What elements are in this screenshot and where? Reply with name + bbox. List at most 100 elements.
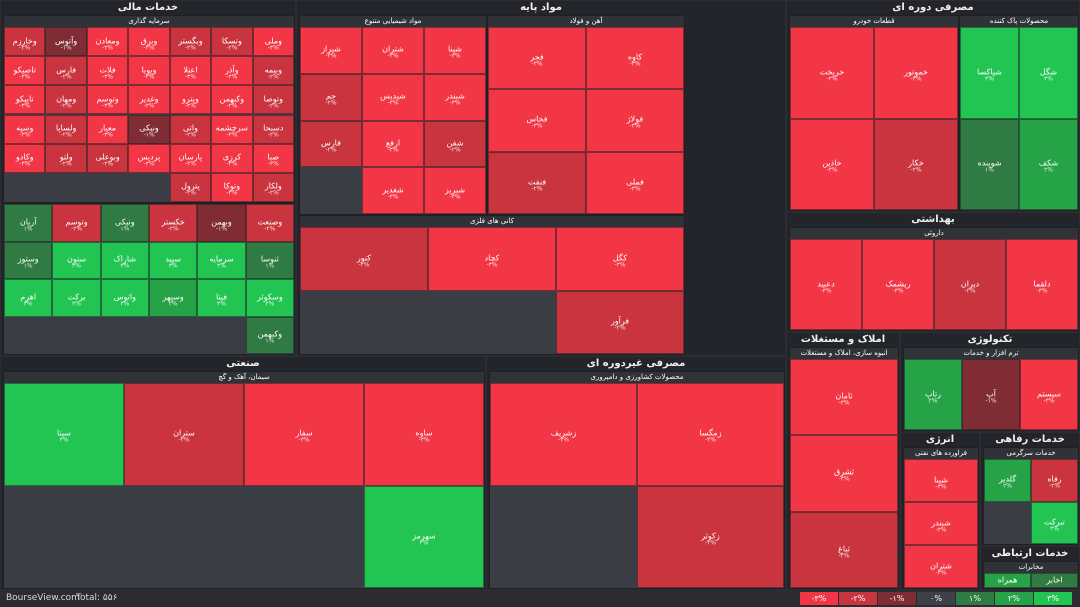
- stock-tile[interactable]: شوینده ۱%: [960, 118, 1019, 210]
- stock-tile[interactable]: وغدیر -۳%: [128, 85, 170, 115]
- stock-tile[interactable]: اهرم ۳%: [4, 279, 53, 317]
- stock-tile[interactable]: وتسکا -۲%: [211, 27, 253, 57]
- stock-tile[interactable]: شگل ۳%: [1019, 27, 1078, 119]
- stock-tile[interactable]: ستران -۲%: [124, 383, 244, 486]
- stock-tile[interactable]: وخارزم -۲%: [4, 27, 46, 57]
- stock-tile[interactable]: فولاژ -۳%: [586, 89, 684, 152]
- stock-tile[interactable]: تبرکت ۳%: [1031, 501, 1078, 544]
- stock-tile[interactable]: فارس -۲%: [45, 56, 87, 86]
- stock-tile[interactable]: ونیکی ۱%: [100, 204, 149, 242]
- stock-tile[interactable]: شتران -۳%: [362, 27, 424, 74]
- stock-tile[interactable]: ریشمک -۳%: [862, 239, 934, 330]
- stock-tile[interactable]: ثامان -۳%: [790, 359, 898, 436]
- stock-tile[interactable]: شبریز -۳%: [424, 167, 486, 214]
- stock-tile[interactable]: پارسان -۳%: [169, 143, 212, 173]
- stock-tile[interactable]: وملی -۳%: [252, 27, 294, 57]
- stock-tile[interactable]: وآتوس -۱%: [45, 27, 87, 57]
- stock-tile[interactable]: گلدیر ۲%: [984, 459, 1031, 502]
- stock-tile[interactable]: ونیکی -۱%: [128, 114, 170, 144]
- stock-tile[interactable]: سیستم -۳%: [1020, 359, 1078, 430]
- stock-tile[interactable]: خریخت -۳%: [790, 27, 874, 119]
- stock-tile[interactable]: ساوه -۳%: [364, 383, 484, 486]
- stock-tile[interactable]: وتوسم -۲%: [52, 204, 101, 242]
- stock-tile[interactable]: وکبهمن -۳%: [211, 85, 253, 115]
- stock-tile[interactable]: اخابر: [1031, 573, 1078, 588]
- stock-tile[interactable]: وپترو -۳%: [169, 85, 212, 115]
- stock-tile[interactable]: شکف ۲%: [1019, 118, 1078, 210]
- stock-tile[interactable]: دعبید -۳%: [790, 239, 862, 330]
- stock-tile[interactable]: شیراز -۳%: [300, 27, 362, 74]
- stock-tile[interactable]: ثشرق -۳%: [790, 435, 898, 512]
- stock-tile[interactable]: وبهمن -۱%: [197, 204, 246, 242]
- stock-tile[interactable]: رفاه -۲%: [1031, 459, 1078, 502]
- stock-tile[interactable]: شپدیس -۳%: [362, 73, 424, 121]
- stock-tile[interactable]: شاراک ۳%: [100, 241, 149, 279]
- stock-tile[interactable]: وبیمه -۲%: [252, 56, 294, 86]
- stock-tile[interactable]: ستون ۳%: [52, 241, 101, 279]
- stock-tile[interactable]: واتوس ۳%: [100, 279, 149, 317]
- stock-tile[interactable]: آپ -۱%: [962, 359, 1020, 430]
- stock-tile[interactable]: دسبحا -۲%: [252, 114, 294, 144]
- stock-tile[interactable]: زشریف -۳%: [490, 383, 637, 486]
- stock-tile[interactable]: وکبهمن ۱%: [245, 316, 294, 354]
- stock-tile[interactable]: ارفع -۳%: [362, 120, 424, 168]
- stock-tile[interactable]: وپویا -۳%: [128, 56, 170, 86]
- stock-tile[interactable]: ثباغ -۲%: [790, 511, 898, 588]
- stock-tile[interactable]: سرمایه ۳%: [197, 241, 246, 279]
- stock-tile[interactable]: فیتا ۳%: [197, 279, 246, 317]
- stock-tile[interactable]: وبرق -۳%: [128, 27, 170, 57]
- stock-tile[interactable]: ومهان -۲%: [45, 85, 87, 115]
- stock-tile[interactable]: وتوصا -۲%: [252, 85, 294, 115]
- stock-tile[interactable]: سهرمز ۳%: [364, 485, 484, 588]
- stock-tile[interactable]: وسپه -۳%: [4, 114, 46, 144]
- stock-tile[interactable]: ثنوسا ۱%: [245, 241, 294, 279]
- stock-tile[interactable]: دلقما -۳%: [1006, 239, 1078, 330]
- stock-tile[interactable]: تاپیکو -۳%: [4, 85, 46, 115]
- stock-tile[interactable]: فرآور -۲%: [556, 290, 684, 354]
- stock-tile[interactable]: وتوکا -۳%: [211, 172, 253, 202]
- stock-tile[interactable]: سپید ۳%: [149, 241, 198, 279]
- stock-tile[interactable]: وبوعلی -۲%: [86, 143, 129, 173]
- stock-tile[interactable]: دیران -۲%: [934, 239, 1006, 330]
- stock-tile[interactable]: کرزی -۳%: [211, 143, 253, 173]
- stock-tile[interactable]: کگل -۳%: [556, 227, 684, 291]
- stock-tile[interactable]: سیتا ۳%: [4, 383, 124, 486]
- stock-tile[interactable]: شتران -۳%: [904, 545, 978, 588]
- stock-tile[interactable]: وسپهر ۲%: [149, 279, 198, 317]
- stock-tile[interactable]: سفار -۳%: [244, 383, 364, 486]
- stock-tile[interactable]: پردیس -۳%: [128, 143, 170, 173]
- stock-tile[interactable]: وستوز ۱%: [4, 241, 53, 279]
- stock-tile[interactable]: زکوثر -۲%: [637, 485, 784, 588]
- stock-tile[interactable]: تاصیکو -۳%: [4, 56, 46, 86]
- stock-tile[interactable]: فملی -۳%: [586, 151, 684, 214]
- stock-tile[interactable]: همراه: [984, 573, 1031, 588]
- stock-tile[interactable]: وسکوثر ۳%: [245, 279, 294, 317]
- stock-tile[interactable]: کاوه -۳%: [586, 27, 684, 90]
- stock-tile[interactable]: شپنا -۳%: [424, 27, 486, 74]
- stock-tile[interactable]: خاذین -۳%: [790, 118, 874, 210]
- stock-tile[interactable]: سرچشمه -۳%: [211, 114, 253, 144]
- stock-tile[interactable]: واتی -۲%: [169, 114, 212, 144]
- stock-tile[interactable]: فجر -۳%: [488, 27, 586, 90]
- stock-tile[interactable]: وبگستر -۲%: [169, 27, 212, 57]
- stock-tile[interactable]: فخاس -۳%: [488, 89, 586, 152]
- stock-tile[interactable]: زمگسا -۳%: [637, 383, 784, 486]
- stock-tile[interactable]: آریان ۱%: [4, 204, 53, 242]
- stock-tile[interactable]: ومعادن -۳%: [86, 27, 129, 57]
- stock-tile[interactable]: کچاد -۳%: [428, 227, 556, 291]
- stock-tile[interactable]: ولکار -۲%: [252, 172, 294, 202]
- stock-tile[interactable]: شغدیر -۳%: [362, 167, 424, 214]
- stock-tile[interactable]: خکستر -۲%: [149, 204, 198, 242]
- stock-tile[interactable]: رتاپ ۲%: [904, 359, 962, 430]
- stock-tile[interactable]: شپنا -۳%: [904, 459, 978, 502]
- stock-tile[interactable]: وتوسم -۳%: [86, 85, 129, 115]
- stock-tile[interactable]: فارس -۲%: [300, 120, 362, 168]
- stock-tile[interactable]: وکادو -۳%: [4, 143, 46, 173]
- stock-tile[interactable]: ولتو -۲%: [45, 143, 87, 173]
- stock-tile[interactable]: فنفت -۲%: [488, 151, 586, 214]
- stock-tile[interactable]: خموتور -۳%: [874, 27, 958, 119]
- stock-tile[interactable]: معیار -۳%: [86, 114, 129, 144]
- stock-tile[interactable]: جم -۲%: [300, 73, 362, 121]
- stock-tile[interactable]: فلات -۳%: [86, 56, 129, 86]
- stock-tile[interactable]: شپاکسا ۳%: [960, 27, 1019, 119]
